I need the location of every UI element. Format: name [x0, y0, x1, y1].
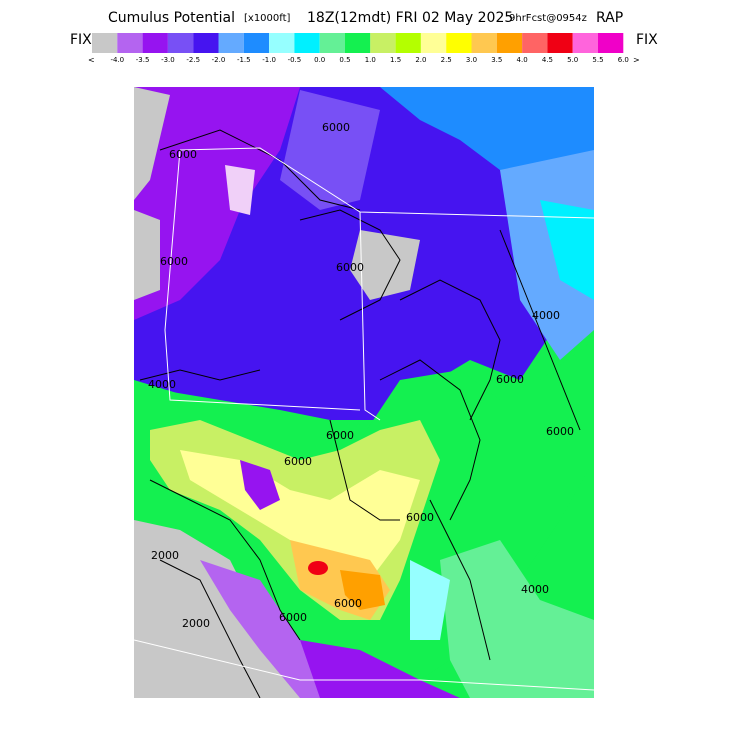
map-field — [134, 87, 594, 698]
colorbar-swatch — [471, 33, 497, 53]
contour-labels: 6000 6000 6000 4000 6000 6000 6000 4000 6000 6000… — [148, 121, 574, 630]
colorbar-tick-label: -2.0 — [212, 56, 226, 64]
contour-label: 6000 — [284, 455, 312, 468]
colorbar-swatch — [446, 33, 472, 53]
contour-label: 4000 — [521, 583, 549, 596]
contour-label: 6000 — [279, 611, 307, 624]
colorbar-tick-label: 1.5 — [390, 56, 401, 64]
contour-label: 6000 — [496, 373, 524, 386]
colorbar-swatch — [370, 33, 396, 53]
colorbar-tick-label: 4.0 — [517, 56, 528, 64]
colorbar-swatch — [572, 33, 598, 53]
colorbar-tick-label: -0.5 — [288, 56, 302, 64]
colorbar-tick-label: 3.5 — [491, 56, 502, 64]
colorbar-swatch — [547, 33, 573, 53]
contour-label: 6000 — [160, 255, 188, 268]
contour-label: 2000 — [151, 549, 179, 562]
colorbar-tick-label: -4.0 — [110, 56, 124, 64]
contour-label: 6000 — [546, 425, 574, 438]
contour-label: 6000 — [334, 597, 362, 610]
colorbar-swatch — [193, 33, 219, 53]
contour-label: 6000 — [336, 261, 364, 274]
colorbar-swatch — [319, 33, 345, 53]
contour-label: 6000 — [169, 148, 197, 161]
colorbar: -4.0 -3.5 -3.0 -2.5 -2.0 -1.5 -1.0 -0.5 0.0 0.5 1.… — [92, 33, 629, 64]
colorbar-tick-label: -1.5 — [237, 56, 251, 64]
colorbar-swatch — [142, 33, 168, 53]
colorbar-swatch — [218, 33, 244, 53]
colorbar-swatch — [522, 33, 548, 53]
contour-label: 4000 — [532, 309, 560, 322]
colorbar-right-label: FIX — [636, 32, 658, 48]
colorbar-tick-label: 0.0 — [314, 56, 325, 64]
colorbar-swatch — [294, 33, 320, 53]
colorbar-left-label: FIX — [70, 32, 92, 48]
colorbar-tick-label: 5.5 — [592, 56, 603, 64]
contour-label: 6000 — [322, 121, 350, 134]
colorbar-swatch — [345, 33, 371, 53]
colorbar-swatch — [496, 33, 523, 53]
colorbar-tick-label: 5.0 — [567, 56, 578, 64]
colorbar-swatch — [598, 33, 624, 53]
contour-label: 4000 — [148, 378, 176, 391]
colorbar-tick-label: -1.0 — [262, 56, 276, 64]
colorbar-tick-label: 6.0 — [618, 56, 629, 64]
colorbar-right-arrow: > — [633, 56, 640, 65]
colorbar-tick-label: 3.0 — [466, 56, 477, 64]
colorbar-tick-label: -3.0 — [161, 56, 175, 64]
colorbar-tick-label: -2.5 — [186, 56, 200, 64]
valid-time: 18Z(12mdt) FRI 02 May 2025 — [307, 10, 513, 26]
colorbar-left-arrow: < — [88, 56, 95, 65]
model: RAP — [596, 10, 623, 26]
colorbar-tick-label: 0.5 — [339, 56, 350, 64]
title: Cumulus Potential — [108, 10, 235, 26]
colorbar-swatch — [92, 33, 118, 53]
colorbar-swatch — [395, 33, 421, 53]
colorbar-tick-label: -3.5 — [136, 56, 150, 64]
colorbar-tick-label: 1.0 — [365, 56, 376, 64]
colorbar-swatch — [167, 33, 194, 53]
colorbar-swatch — [117, 33, 143, 53]
colorbar-swatch — [420, 33, 447, 53]
forecast: 9hrFcst@0954z — [509, 13, 587, 24]
colorbar-tick-label: 2.0 — [415, 56, 426, 64]
colorbar-tick-label: 2.5 — [441, 56, 452, 64]
units: [x1000ft] — [244, 13, 291, 24]
contour-label: 6000 — [326, 429, 354, 442]
colorbar-swatch — [243, 33, 270, 53]
contour-label: 6000 — [406, 511, 434, 524]
colorbar-tick-label: 4.5 — [542, 56, 553, 64]
contour-label: 2000 — [182, 617, 210, 630]
colorbar-swatch — [269, 33, 295, 53]
